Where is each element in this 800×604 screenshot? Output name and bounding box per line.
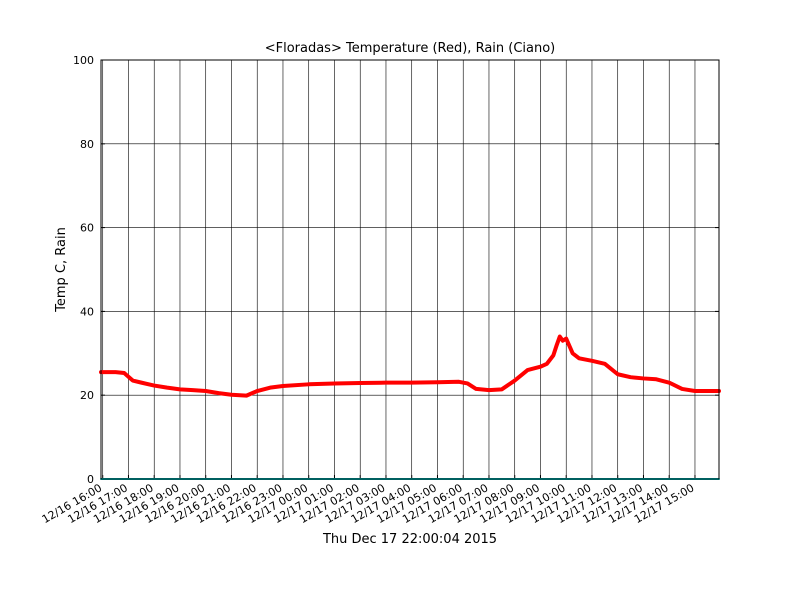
y-tick-label: 0 [87,473,94,486]
y-tick-label: 60 [80,222,94,235]
y-tick-label: 80 [80,138,94,151]
y-tick-label: 100 [73,54,94,67]
chart-title: <Floradas> Temperature (Red), Rain (Cian… [265,41,556,56]
y-axis-label: Temp C, Rain [54,227,69,313]
temperature-series-line [99,334,721,398]
plot-area-frame [100,59,720,480]
grid-lines [101,60,719,479]
x-axis-label: Thu Dec 17 22:00:04 2015 [322,532,497,547]
y-tick-label: 40 [80,305,94,318]
y-tick-label: 20 [80,389,94,402]
